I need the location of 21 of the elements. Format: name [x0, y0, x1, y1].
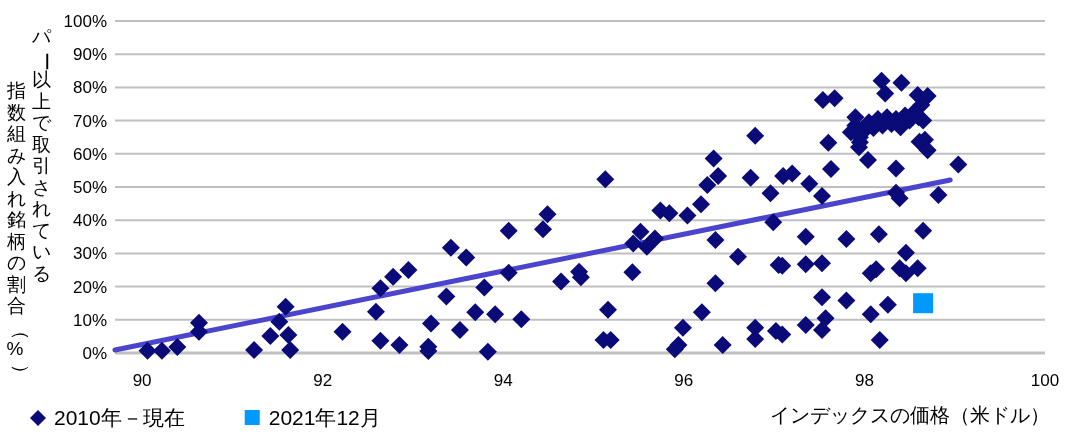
y-tick-label: 20% [72, 277, 107, 297]
y-tick-label: 40% [72, 211, 107, 231]
ylabel: パー以上で取引されている指数組み入れ銘柄の割合（%） [6, 26, 57, 383]
x-axis-title: インデックスの価格（米ドル） [770, 404, 1050, 426]
y-tick-label: 90% [72, 45, 107, 65]
y-tick-label: 60% [72, 144, 107, 164]
x-tick-label: 100 [1030, 371, 1060, 390]
x-tick-label: 94 [493, 371, 513, 390]
x-tick-label: 98 [854, 371, 874, 390]
y-tick-label: 80% [72, 78, 107, 98]
y-tick-label: 30% [72, 244, 107, 264]
x-tick-label: 96 [674, 371, 694, 390]
x-tick-label: 92 [313, 371, 333, 390]
legend-label: 2021年12月 [268, 406, 381, 429]
y-tick-label: 100% [63, 12, 107, 31]
y-tick-label: 0% [82, 344, 107, 363]
y-tick-label: 50% [72, 178, 107, 197]
y-tick-label: 70% [72, 111, 107, 131]
x-tick-label: 90 [132, 371, 152, 390]
legend-label: 2010年－現在 [54, 406, 185, 429]
y-tick-label: 10% [72, 310, 107, 330]
